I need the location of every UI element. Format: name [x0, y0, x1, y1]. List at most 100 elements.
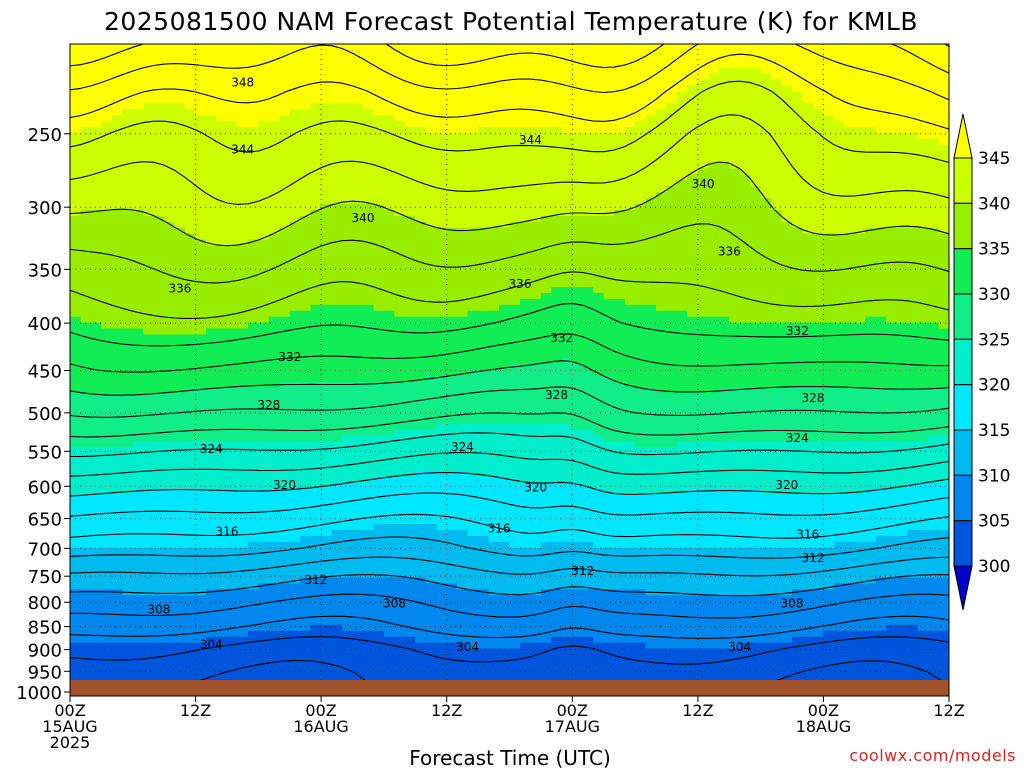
field-cell: [603, 227, 615, 235]
field-cell: [237, 162, 249, 170]
field-cell: [875, 340, 887, 347]
field-cell: [917, 381, 929, 389]
field-cell: [656, 334, 668, 341]
field-cell: [729, 209, 741, 217]
field-cell: [268, 97, 280, 104]
field-cell: [90, 227, 102, 235]
field-cell: [676, 109, 688, 116]
field-cell: [310, 269, 322, 276]
field-cell: [928, 209, 940, 217]
field-cell: [289, 227, 301, 235]
field-cell: [404, 91, 416, 98]
field-cell: [656, 233, 668, 241]
field-cell: [781, 364, 793, 371]
field-cell: [321, 340, 333, 347]
field-cell: [331, 132, 343, 140]
field-cell: [101, 91, 113, 98]
field-cell: [771, 322, 783, 330]
field-cell: [216, 346, 228, 353]
field-cell: [90, 109, 102, 116]
field-cell: [310, 156, 322, 164]
field-cell: [122, 370, 134, 377]
field-cell: [635, 316, 647, 324]
field-cell: [216, 375, 228, 383]
field-cell: [917, 310, 929, 318]
field-cell: [70, 132, 82, 140]
field-cell: [499, 180, 511, 187]
field-cell: [530, 73, 542, 81]
field-cell: [823, 340, 835, 347]
field-cell: [258, 204, 270, 211]
field-cell: [802, 204, 814, 211]
field-cell: [760, 275, 772, 282]
field-cell: [111, 239, 123, 247]
field-cell: [687, 132, 699, 140]
field-cell: [446, 121, 458, 128]
field-cell: [310, 393, 322, 401]
field-cell: [425, 358, 437, 365]
field-cell: [792, 340, 804, 347]
field-cell: [195, 387, 207, 395]
field-cell: [509, 281, 521, 288]
field-cell: [739, 79, 751, 87]
field-cell: [363, 251, 375, 258]
field-cell: [928, 328, 940, 336]
field-cell: [624, 328, 636, 336]
field-cell: [540, 126, 552, 134]
field-cell: [90, 263, 102, 270]
field-cell: [760, 304, 772, 312]
field-cell: [509, 245, 521, 253]
field-cell: [415, 381, 427, 389]
field-cell: [457, 132, 469, 140]
field-cell: [551, 174, 563, 181]
field-cell: [478, 44, 490, 51]
field-cell: [164, 91, 176, 98]
field-cell: [823, 109, 835, 116]
field-cell: [70, 138, 82, 146]
field-cell: [645, 198, 657, 205]
field-cell: [122, 44, 134, 51]
field-cell: [195, 292, 207, 300]
field-cell: [551, 263, 563, 270]
field-cell: [938, 162, 949, 170]
field-cell: [436, 364, 448, 371]
field-cell: [111, 215, 123, 223]
field-cell: [530, 138, 542, 146]
field-cell: [697, 233, 709, 241]
field-cell: [833, 79, 845, 87]
field-cell: [697, 97, 709, 104]
field-cell: [729, 44, 741, 51]
field-cell: [593, 381, 605, 389]
field-cell: [572, 328, 584, 336]
field-cell: [666, 204, 678, 211]
field-cell: [373, 287, 385, 294]
field-cell: [237, 132, 249, 140]
field-cell: [206, 233, 218, 241]
field-cell: [781, 215, 793, 223]
field-cell: [404, 298, 416, 306]
field-cell: [111, 381, 123, 389]
field-cell: [331, 364, 343, 371]
field-cell: [750, 281, 762, 288]
field-cell: [321, 310, 333, 318]
field-cell: [718, 233, 730, 241]
field-cell: [697, 85, 709, 93]
field-cell: [457, 192, 469, 199]
field-cell: [90, 162, 102, 170]
field-cell: [352, 233, 364, 241]
field-cell: [854, 61, 866, 69]
field-cell: [624, 174, 636, 181]
field-cell: [404, 281, 416, 288]
field-cell: [509, 375, 521, 383]
field-cell: [457, 257, 469, 264]
field-cell: [122, 204, 134, 211]
field-cell: [164, 364, 176, 371]
field-cell: [886, 91, 898, 98]
field-cell: [132, 310, 144, 318]
field-cell: [153, 180, 165, 187]
field-cell: [279, 352, 291, 359]
field-cell: [467, 49, 479, 57]
field-cell: [195, 352, 207, 359]
field-cell: [247, 275, 259, 282]
field-cell: [907, 370, 919, 377]
